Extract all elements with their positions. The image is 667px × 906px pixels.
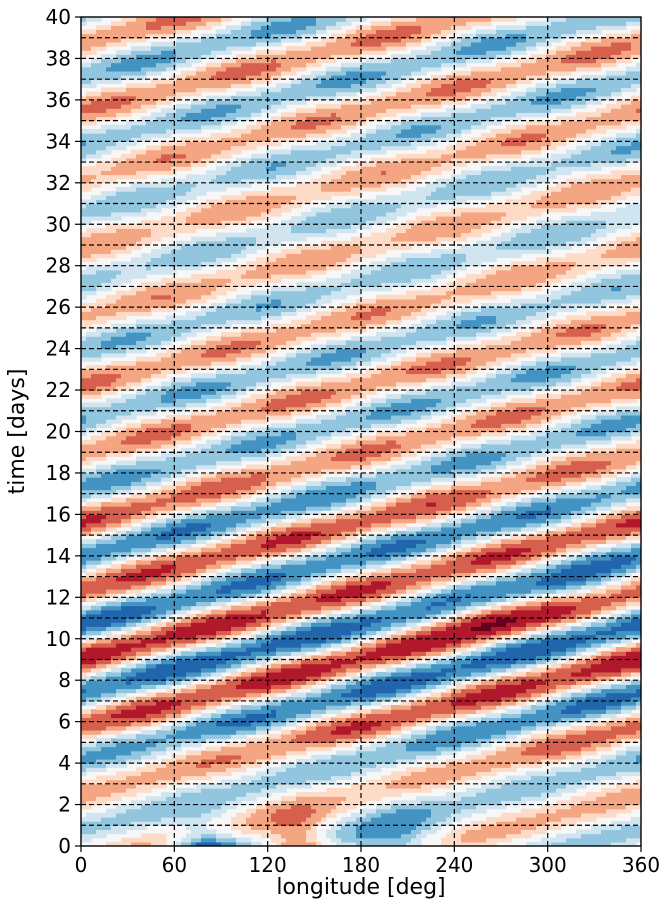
y-tick-label: 30 (46, 212, 71, 236)
y-tick-label: 4 (58, 751, 71, 775)
x-tick-label: 300 (529, 853, 567, 877)
y-tick-label: 36 (46, 88, 71, 112)
y-tick-label: 28 (46, 254, 71, 278)
y-tick-label: 0 (58, 834, 71, 858)
y-tick-label: 38 (46, 46, 71, 70)
x-tick-label: 60 (162, 853, 187, 877)
y-tick-label: 22 (46, 378, 71, 402)
y-tick-label: 20 (46, 420, 71, 444)
y-axis-label: time [days] (5, 369, 30, 495)
y-tick-label: 10 (46, 627, 71, 651)
y-tick-label: 14 (46, 544, 71, 568)
y-tick-label: 2 (58, 793, 71, 817)
y-tick-label: 26 (46, 295, 71, 319)
grid-lines (81, 17, 641, 846)
x-tick-label: 120 (249, 853, 287, 877)
y-tick-label: 12 (46, 585, 71, 609)
y-tick-label: 40 (46, 5, 71, 29)
y-tick-label: 18 (46, 461, 71, 485)
y-tick-label: 24 (46, 337, 71, 361)
y-tick-label: 34 (46, 129, 71, 153)
y-tick-label: 6 (58, 710, 71, 734)
y-tick-label: 8 (58, 668, 71, 692)
x-tick-label: 360 (622, 853, 660, 877)
x-tick-label: 180 (342, 853, 380, 877)
x-axis-label: longitude [deg] (276, 875, 445, 900)
x-tick-label: 0 (75, 853, 88, 877)
y-tick-label: 16 (46, 502, 71, 526)
y-tick-label: 32 (46, 171, 71, 195)
x-tick-label: 240 (435, 853, 473, 877)
